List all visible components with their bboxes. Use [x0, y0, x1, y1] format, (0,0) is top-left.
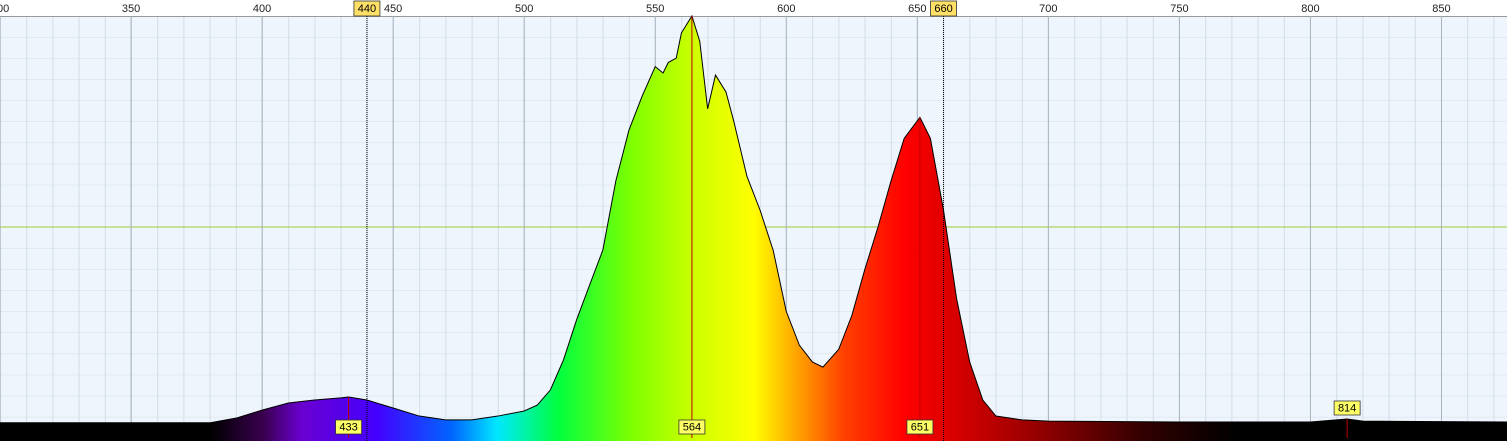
x-tick-label: 700 [1039, 3, 1057, 15]
x-tick-label: 300 [0, 3, 9, 15]
x-tick-label: 600 [777, 3, 795, 15]
peak-label-text: 814 [1338, 402, 1356, 414]
peak-label: 814 [1333, 400, 1361, 416]
x-tick-label: 350 [122, 3, 140, 15]
x-tick-label: 850 [1432, 3, 1450, 15]
peak-label: 433 [335, 419, 362, 435]
x-tick-label: 800 [1301, 3, 1319, 15]
x-tick-label: 550 [646, 3, 664, 15]
cursor-label-box [353, 0, 381, 17]
peak-label: 651 [906, 419, 934, 435]
cursor-label-box [930, 0, 957, 17]
peak-label-box [906, 419, 934, 435]
cursor-label-text: 660 [934, 3, 952, 15]
spectrum-line [0, 14, 1507, 424]
x-tick-label: 400 [253, 3, 271, 15]
spectrum-area [0, 16, 1507, 441]
x-tick-label: 500 [515, 3, 533, 15]
peak-label-text: 564 [683, 421, 701, 433]
peak-label-box [1333, 400, 1361, 416]
cursor-label-text: 440 [358, 3, 376, 15]
peak-label-box [678, 419, 706, 435]
peak-label-text: 651 [911, 421, 929, 433]
peak-label: 564 [678, 419, 706, 435]
x-tick-label: 450 [384, 3, 402, 15]
x-tick-label: 650 [908, 3, 926, 15]
x-tick-label: 750 [1170, 3, 1188, 15]
peak-label-box [335, 419, 362, 435]
peak-label-text: 433 [339, 421, 357, 433]
